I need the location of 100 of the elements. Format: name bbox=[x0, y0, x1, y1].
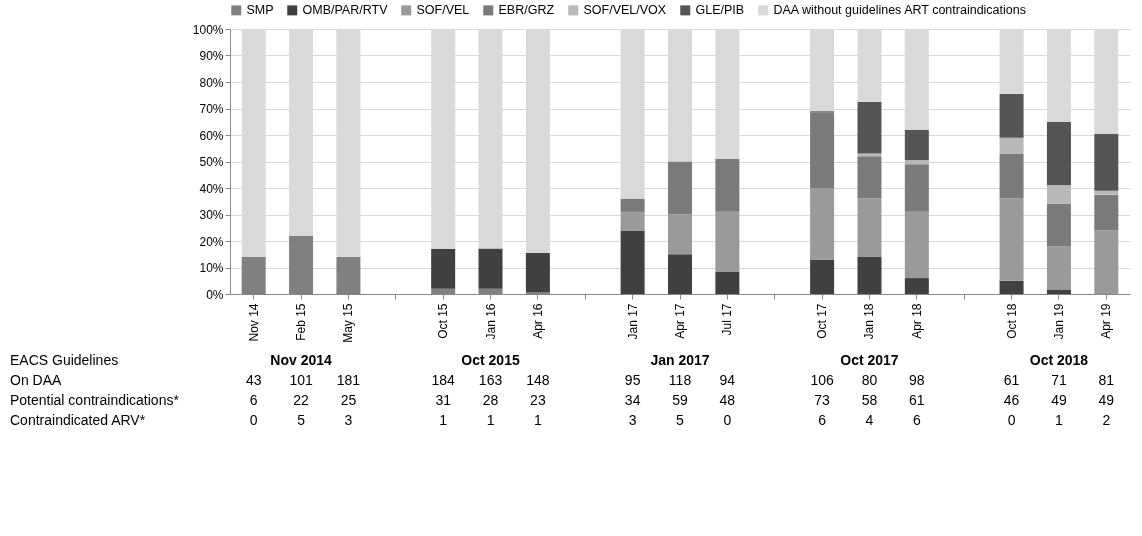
y-tick-label: 10% bbox=[199, 261, 224, 275]
bar bbox=[1046, 246, 1071, 291]
legend-label: DAA without guidelines ART contraindications bbox=[773, 3, 1026, 18]
text: 48 bbox=[719, 392, 736, 408]
bar bbox=[810, 112, 835, 188]
bar bbox=[810, 188, 835, 260]
text: 1 bbox=[486, 412, 495, 428]
y-tick-label: 0% bbox=[206, 287, 224, 302]
bar bbox=[904, 211, 929, 279]
bar bbox=[620, 198, 645, 212]
text: 2 bbox=[1102, 412, 1111, 428]
bar bbox=[1046, 185, 1071, 204]
text: 46 bbox=[1003, 392, 1020, 408]
bar bbox=[715, 271, 740, 294]
text: EACS Guidelines bbox=[10, 352, 119, 368]
text: 73 bbox=[814, 392, 831, 408]
text: 4 bbox=[865, 412, 874, 428]
text: 49 bbox=[1051, 392, 1067, 408]
text: On DAA bbox=[10, 372, 63, 388]
bar bbox=[999, 198, 1024, 281]
y-tick-label: 50% bbox=[199, 155, 224, 169]
text: Potential contraindications* bbox=[10, 392, 180, 408]
y-tick-label: 60% bbox=[199, 128, 224, 143]
bar bbox=[1094, 190, 1119, 195]
x-tick-label: Jan 17 bbox=[625, 303, 640, 340]
text: 5 bbox=[297, 412, 306, 428]
bar bbox=[668, 161, 692, 215]
text: 23 bbox=[530, 392, 546, 408]
text: Oct 2015 bbox=[461, 352, 520, 368]
x-tick-label: Jan 16 bbox=[483, 303, 498, 340]
bar bbox=[1046, 121, 1071, 186]
text: 25 bbox=[340, 392, 357, 408]
bar bbox=[715, 158, 740, 212]
text: 5 bbox=[676, 412, 685, 428]
bar bbox=[857, 198, 882, 257]
text: 49 bbox=[1098, 392, 1115, 408]
text: 0 bbox=[723, 412, 732, 428]
text: 184 bbox=[431, 372, 456, 388]
text: 22 bbox=[293, 392, 310, 408]
bar bbox=[1046, 290, 1071, 294]
text: 61 bbox=[909, 392, 925, 408]
text: Contraindicated ARV* bbox=[10, 412, 146, 428]
y-tick-label: 40% bbox=[199, 181, 224, 196]
x-tick-label: Oct 18 bbox=[1004, 303, 1019, 339]
bar bbox=[999, 280, 1024, 294]
bar bbox=[1094, 230, 1119, 294]
text: 98 bbox=[909, 372, 925, 388]
bar bbox=[904, 160, 929, 165]
x-tick-label: May 15 bbox=[341, 303, 356, 343]
text: 163 bbox=[478, 372, 503, 388]
x-tick-label: Apr 19 bbox=[1099, 303, 1114, 339]
text: 3 bbox=[344, 412, 353, 428]
text: 6 bbox=[912, 412, 921, 428]
bar bbox=[857, 101, 882, 154]
legend-label: SOF/VEL/VOX bbox=[583, 3, 667, 18]
y-tick-label: 100% bbox=[192, 22, 224, 37]
text: 71 bbox=[1051, 372, 1067, 388]
legend-label: SMP bbox=[246, 3, 274, 18]
bar bbox=[999, 137, 1024, 154]
bar bbox=[999, 93, 1024, 138]
x-tick-label: Nov 14 bbox=[246, 303, 261, 342]
text: 28 bbox=[482, 392, 499, 408]
text: 6 bbox=[249, 392, 258, 408]
bar bbox=[668, 214, 692, 255]
text: 80 bbox=[861, 372, 878, 388]
text: 1 bbox=[534, 412, 542, 428]
text: 34 bbox=[624, 392, 641, 408]
text: 0 bbox=[1007, 412, 1016, 428]
bar bbox=[431, 248, 456, 289]
y-tick-label: 20% bbox=[199, 234, 224, 249]
x-tick-label: Apr 16 bbox=[530, 303, 545, 339]
text: Nov 2014 bbox=[270, 352, 333, 368]
text: 59 bbox=[672, 392, 688, 408]
text: 43 bbox=[245, 372, 262, 388]
bar bbox=[1094, 194, 1119, 231]
bar bbox=[715, 211, 740, 272]
text: 3 bbox=[628, 412, 637, 428]
x-tick-label: Feb 15 bbox=[294, 303, 309, 341]
text: 95 bbox=[624, 372, 641, 388]
text: 58 bbox=[861, 392, 878, 408]
text: Jan 2017 bbox=[650, 352, 710, 368]
bar bbox=[904, 278, 929, 294]
text: 148 bbox=[526, 372, 550, 388]
bar bbox=[1046, 203, 1071, 247]
x-tick-label: Jan 18 bbox=[862, 303, 877, 340]
text: 106 bbox=[810, 372, 834, 388]
x-tick-label: Apr 18 bbox=[909, 303, 924, 339]
text: 6 bbox=[818, 412, 827, 428]
text: 31 bbox=[435, 392, 452, 408]
x-tick-label: Apr 17 bbox=[673, 303, 687, 339]
text: 61 bbox=[1003, 372, 1020, 388]
bar bbox=[904, 129, 929, 161]
text: Oct 2017 bbox=[840, 352, 899, 368]
legend-label: SOF/VEL bbox=[416, 3, 470, 18]
text: 118 bbox=[668, 372, 692, 388]
bar bbox=[810, 259, 835, 294]
legend-label: EBR/GRZ bbox=[498, 3, 555, 18]
y-tick-label: 90% bbox=[199, 49, 224, 63]
bar bbox=[620, 211, 645, 231]
bar bbox=[668, 254, 692, 294]
